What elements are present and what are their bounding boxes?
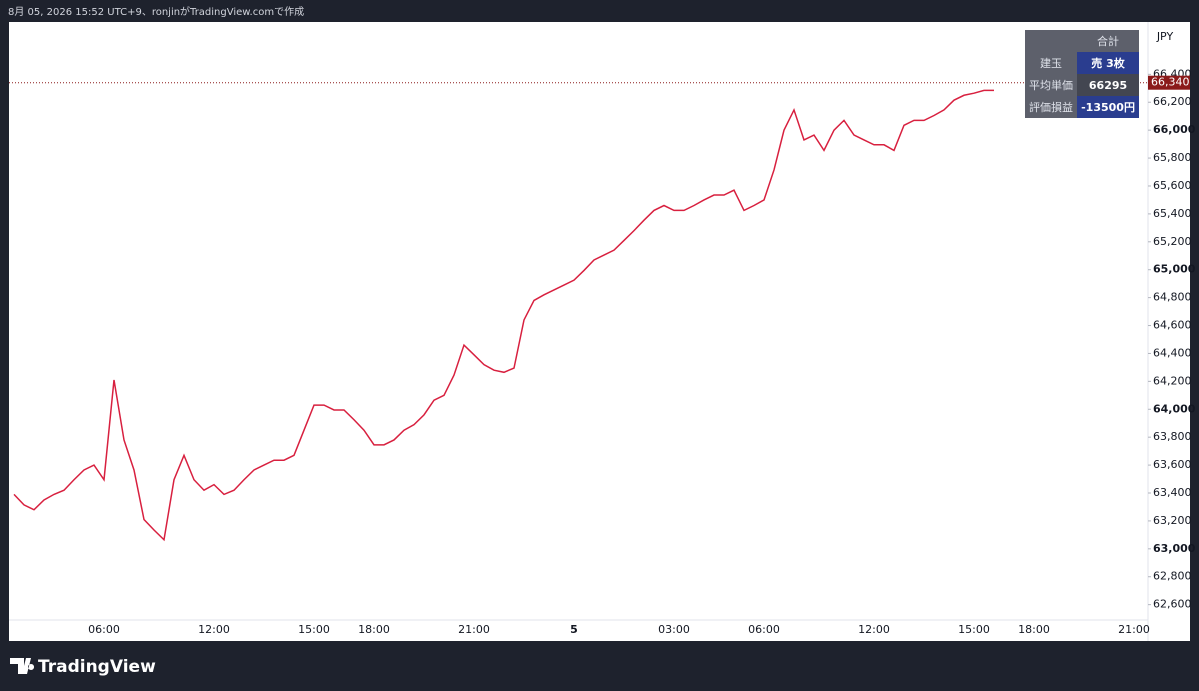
panel-key: 評価損益: [1025, 96, 1078, 118]
panel-key: 建玉: [1025, 52, 1078, 74]
y-tick-label: 64,200: [1153, 374, 1192, 387]
position-panel: 合計 建玉売 3枚 平均単価 66295 評価損益 -13500円: [1025, 30, 1139, 118]
y-tick-label: 62,600: [1153, 598, 1192, 611]
currency: JPY: [1156, 30, 1174, 43]
x-tick-label: 15:00: [958, 623, 990, 636]
x-tick-label: 18:00: [358, 623, 390, 636]
y-tick-label: 66,200: [1153, 95, 1192, 108]
x-tick-label: 06:00: [88, 623, 120, 636]
y-tick-label: 63,000: [1153, 542, 1196, 555]
y-tick-label: 62,800: [1153, 570, 1192, 583]
x-tick-label: 06:00: [748, 623, 780, 636]
y-tick-label: 63,400: [1153, 486, 1192, 499]
x-tick-label: 03:00: [658, 623, 690, 636]
x-tick-label: 15:00: [298, 623, 330, 636]
panel-value: -13500円: [1077, 96, 1139, 118]
caption: 8月 05, 2026 15:52 UTC+9、ronjinがTradingVi…: [8, 5, 304, 18]
panel-key: 平均単価: [1025, 74, 1078, 96]
y-tick-label: 65,800: [1153, 151, 1192, 164]
panel-title: 合計: [1077, 30, 1139, 52]
logo: TradingView: [10, 657, 156, 677]
brand: TradingView: [38, 657, 156, 677]
x-tick-label: 21:00: [458, 623, 490, 636]
last-price-label: 66,340: [1151, 76, 1190, 89]
x-tick-label: 12:00: [198, 623, 230, 636]
y-tick-label: 63,600: [1153, 458, 1192, 471]
x-tick-label: 5: [570, 623, 578, 636]
x-tick-label: 12:00: [858, 623, 890, 636]
y-tick-label: 66,000: [1153, 123, 1196, 136]
panel-value: 66295: [1077, 74, 1139, 96]
x-tick-label: 18:00: [1018, 623, 1050, 636]
y-tick-label: 64,400: [1153, 346, 1192, 359]
y-tick-label: 63,800: [1153, 430, 1192, 443]
last-price-box: [1148, 75, 1190, 90]
panel-value: 売 3枚: [1077, 52, 1139, 74]
plot-bg: [9, 22, 1190, 641]
y-tick-label: 65,000: [1153, 263, 1196, 276]
y-tick-label: 64,600: [1153, 319, 1192, 332]
y-tick-label: 64,000: [1153, 402, 1196, 415]
y-tick-label: 65,600: [1153, 179, 1192, 192]
price-line: [13, 89, 994, 542]
y-tick-label: 65,200: [1153, 235, 1192, 248]
x-tick-label: 21:00: [1118, 623, 1150, 636]
y-tick-label: 64,800: [1153, 291, 1192, 304]
y-tick-label: 63,200: [1153, 514, 1192, 527]
y-tick-label: 65,400: [1153, 207, 1192, 220]
